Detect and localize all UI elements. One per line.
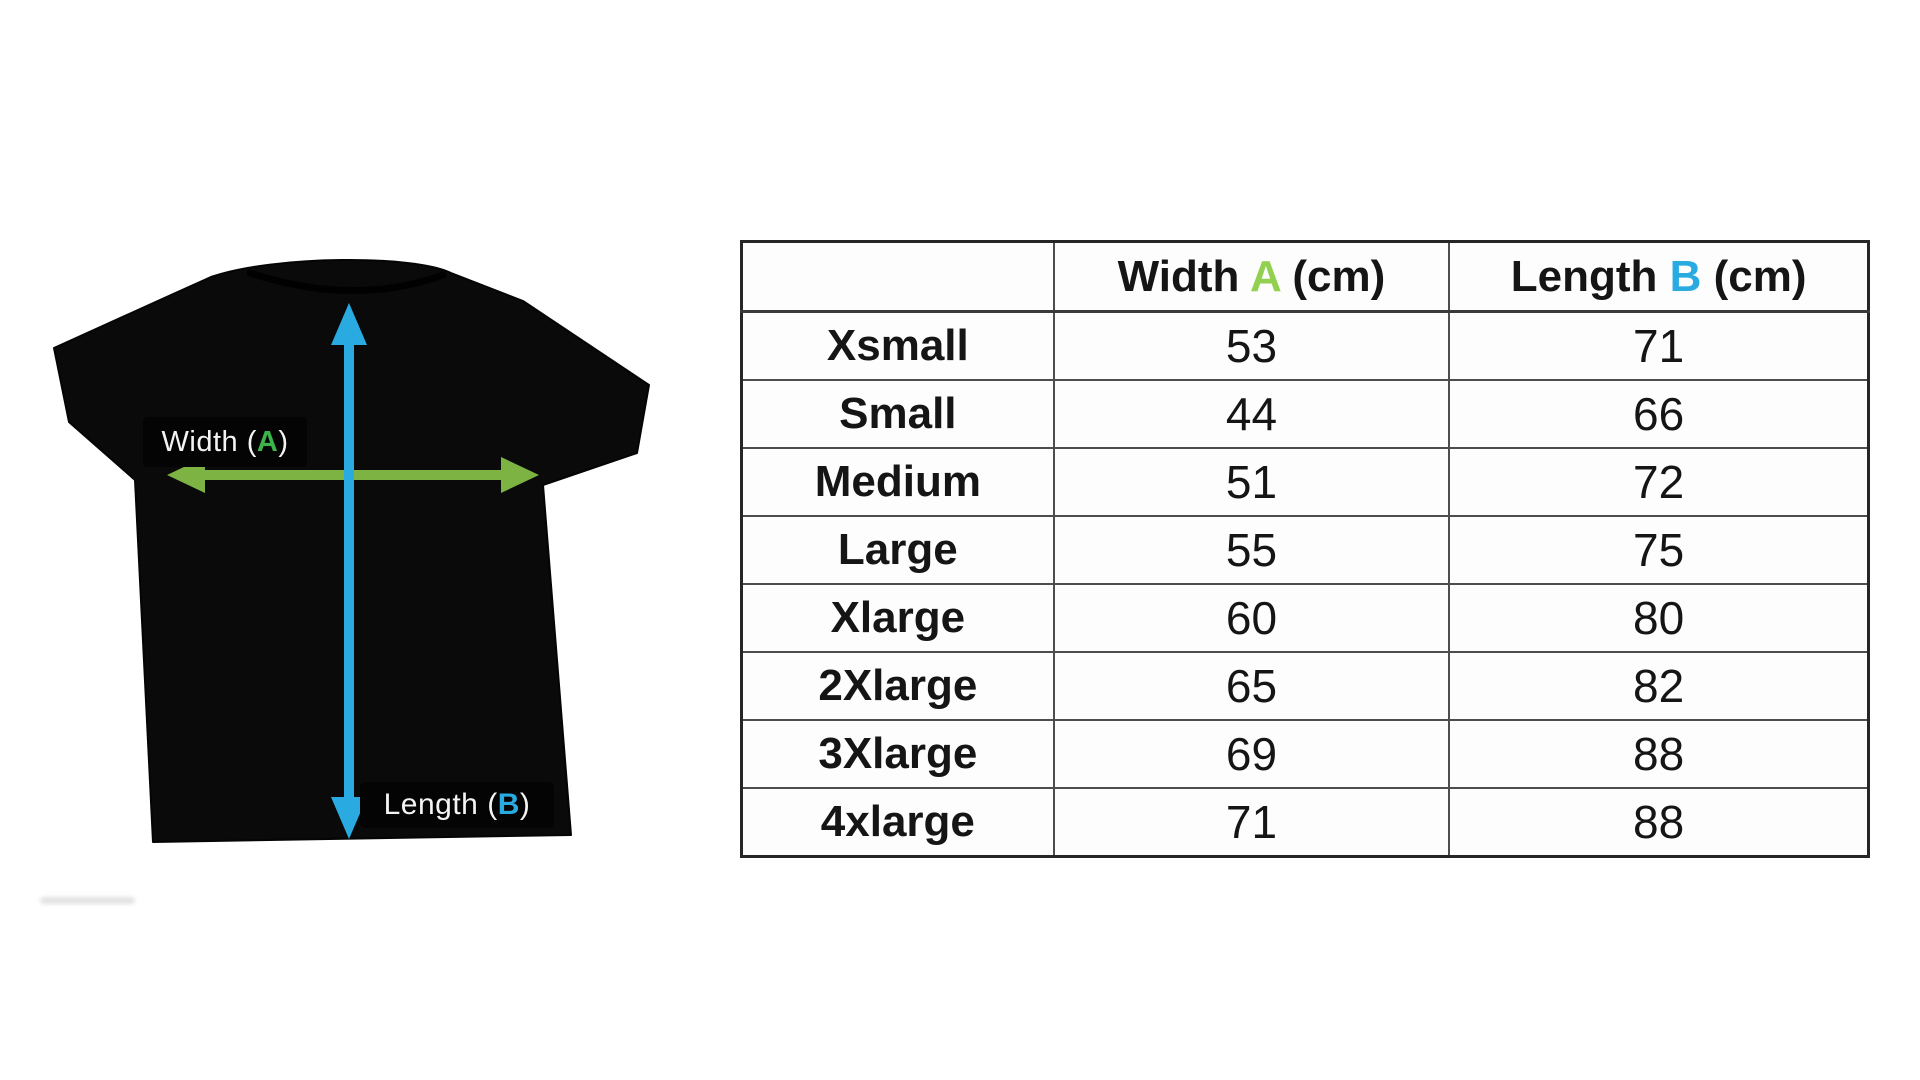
length-label-text: Length ( <box>383 788 498 821</box>
table-row: 3Xlarge 69 88 <box>740 718 1870 789</box>
width-letter-a: A <box>256 425 279 458</box>
header-width-cell: Width A (cm) <box>1052 240 1451 313</box>
size-cell: 2Xlarge <box>740 650 1055 721</box>
width-cell: 55 <box>1052 515 1451 585</box>
header-length-pre: Length <box>1510 251 1670 301</box>
length-cell: 66 <box>1448 379 1870 450</box>
size-cell: Large <box>740 515 1055 585</box>
table-row: Xlarge 60 80 <box>740 582 1870 653</box>
length-letter-b: B <box>497 788 520 821</box>
size-cell: Small <box>740 379 1055 450</box>
length-cell: 82 <box>1448 650 1870 721</box>
tshirt-diagram: Width (A) Length (B) <box>25 215 685 905</box>
width-cell: 71 <box>1052 786 1451 858</box>
size-cell: Medium <box>740 447 1055 518</box>
table-row: 2Xlarge 65 82 <box>740 650 1870 721</box>
length-cell: 71 <box>1448 310 1870 382</box>
size-cell: 3Xlarge <box>740 718 1055 789</box>
header-width-pre: Width <box>1117 251 1250 301</box>
length-cell: 72 <box>1448 447 1870 518</box>
header-length-post: (cm) <box>1701 251 1807 301</box>
width-cell: 65 <box>1052 650 1451 721</box>
table-row: Medium 51 72 <box>740 447 1870 518</box>
length-label: Length (B) <box>360 782 554 828</box>
header-width-letter-a: A <box>1250 251 1281 301</box>
header-size-cell <box>740 240 1055 313</box>
width-label-text: Width ( <box>161 425 257 458</box>
table-row: Large 55 75 <box>740 515 1870 585</box>
length-label-close: ) <box>519 788 531 821</box>
length-cell: 88 <box>1448 718 1870 789</box>
header-length-letter-b: B <box>1669 251 1702 301</box>
tshirt-graphic <box>53 259 650 843</box>
table-row: 4xlarge 71 88 <box>740 786 1870 858</box>
ground-shadow <box>40 897 135 904</box>
size-cell: Xsmall <box>740 310 1055 382</box>
length-arrow <box>331 303 367 839</box>
header-width-post: (cm) <box>1280 251 1386 301</box>
length-cell: 80 <box>1448 582 1870 653</box>
collar-line <box>246 269 447 294</box>
size-table-body: Xsmall 53 71 Small 44 66 Medium 51 72 La… <box>740 310 1870 858</box>
width-cell: 51 <box>1052 447 1451 518</box>
width-cell: 69 <box>1052 718 1451 789</box>
size-cell: Xlarge <box>740 582 1055 653</box>
width-label: Width (A) <box>143 417 307 467</box>
table-row: Small 44 66 <box>740 379 1870 450</box>
length-cell: 75 <box>1448 515 1870 585</box>
width-label-close: ) <box>278 425 289 458</box>
length-cell: 88 <box>1448 786 1870 858</box>
width-cell: 60 <box>1052 582 1451 653</box>
width-cell: 44 <box>1052 379 1451 450</box>
size-table: Width A (cm) Length B (cm) Xsmall 53 71 … <box>740 240 1870 858</box>
size-cell: 4xlarge <box>740 786 1055 858</box>
table-row: Xsmall 53 71 <box>740 310 1870 382</box>
width-cell: 53 <box>1052 310 1451 382</box>
header-length-cell: Length B (cm) <box>1448 240 1870 313</box>
table-header-row: Width A (cm) Length B (cm) <box>740 240 1870 313</box>
